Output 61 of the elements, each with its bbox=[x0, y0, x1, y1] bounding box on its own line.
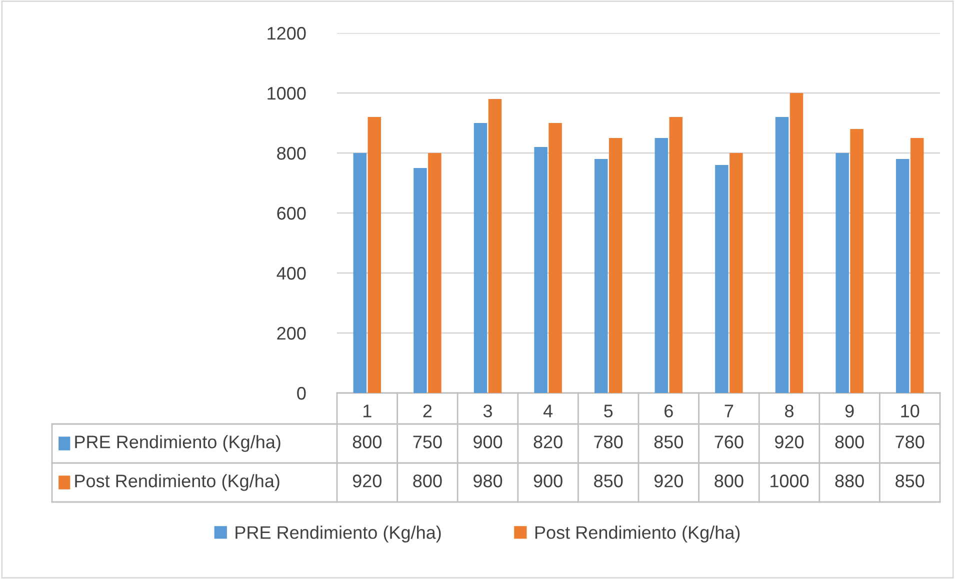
x-tick-label: 4 bbox=[543, 404, 553, 418]
data-label: 850 bbox=[654, 436, 684, 448]
y-tick-label: 0 bbox=[297, 386, 306, 400]
y-tick-label: 800 bbox=[277, 146, 306, 160]
legend-label: Post Rendimiento (Kg/ha) bbox=[75, 474, 280, 491]
bar bbox=[850, 129, 864, 393]
y-tick-label: 200 bbox=[277, 326, 306, 340]
bar bbox=[428, 153, 442, 393]
data-label: 850 bbox=[896, 474, 924, 488]
bar bbox=[548, 123, 562, 393]
data-label: 780 bbox=[594, 436, 623, 448]
bar bbox=[488, 99, 502, 393]
data-label: 850 bbox=[594, 474, 623, 488]
data-label: 1000 bbox=[770, 474, 809, 488]
text: PRE Rendimiento (Kg/ha) bbox=[236, 526, 441, 542]
bar bbox=[414, 168, 427, 393]
data-label: 780 bbox=[896, 436, 924, 448]
data-label: 800 bbox=[835, 436, 864, 448]
y-tick-label: 600 bbox=[277, 206, 306, 220]
x-tick-label: 6 bbox=[664, 404, 673, 418]
bar bbox=[669, 117, 683, 393]
data-label: 920 bbox=[654, 474, 684, 488]
bar bbox=[836, 153, 849, 393]
bar bbox=[654, 138, 668, 393]
data-label: 980 bbox=[474, 474, 502, 488]
x-tick-label: 8 bbox=[785, 404, 794, 418]
bar bbox=[353, 153, 367, 393]
bar bbox=[896, 159, 910, 393]
data-label: 920 bbox=[352, 474, 382, 488]
data-label: 800 bbox=[352, 436, 382, 448]
bar bbox=[474, 123, 488, 393]
y-tick-label: 400 bbox=[276, 266, 306, 280]
x-tick-label: 7 bbox=[724, 404, 734, 418]
bar bbox=[715, 165, 728, 393]
data-label: 900 bbox=[474, 436, 502, 448]
data-label: 880 bbox=[835, 474, 864, 488]
data-label: 750 bbox=[413, 436, 442, 448]
data-label: 800 bbox=[413, 474, 442, 488]
data-label: 800 bbox=[714, 474, 744, 488]
text: Post Rendimiento (Kg/ha) bbox=[535, 526, 740, 542]
x-tick-label: 3 bbox=[483, 404, 492, 418]
data-label: 820 bbox=[534, 436, 562, 448]
x-tick-label: 5 bbox=[604, 404, 613, 418]
bar bbox=[910, 138, 924, 393]
bar bbox=[730, 153, 743, 393]
bar bbox=[775, 117, 789, 393]
x-tick-label: 9 bbox=[845, 404, 854, 418]
data-label: 920 bbox=[775, 436, 804, 448]
y-tick-label: 1000 bbox=[268, 86, 306, 100]
x-tick-label: 1 bbox=[364, 404, 372, 418]
data-label: 760 bbox=[714, 436, 744, 448]
bar bbox=[594, 159, 608, 393]
y-tick-label: 1200 bbox=[268, 26, 306, 40]
data-label: 900 bbox=[534, 474, 562, 488]
bar bbox=[534, 147, 548, 393]
x-tick-label: 10 bbox=[901, 404, 920, 418]
bar bbox=[790, 93, 804, 393]
legend-label: PRE Rendimiento (Kg/ha) bbox=[75, 435, 280, 452]
bar bbox=[608, 138, 622, 393]
bar bbox=[368, 117, 382, 393]
x-tick-label: 2 bbox=[423, 404, 432, 418]
